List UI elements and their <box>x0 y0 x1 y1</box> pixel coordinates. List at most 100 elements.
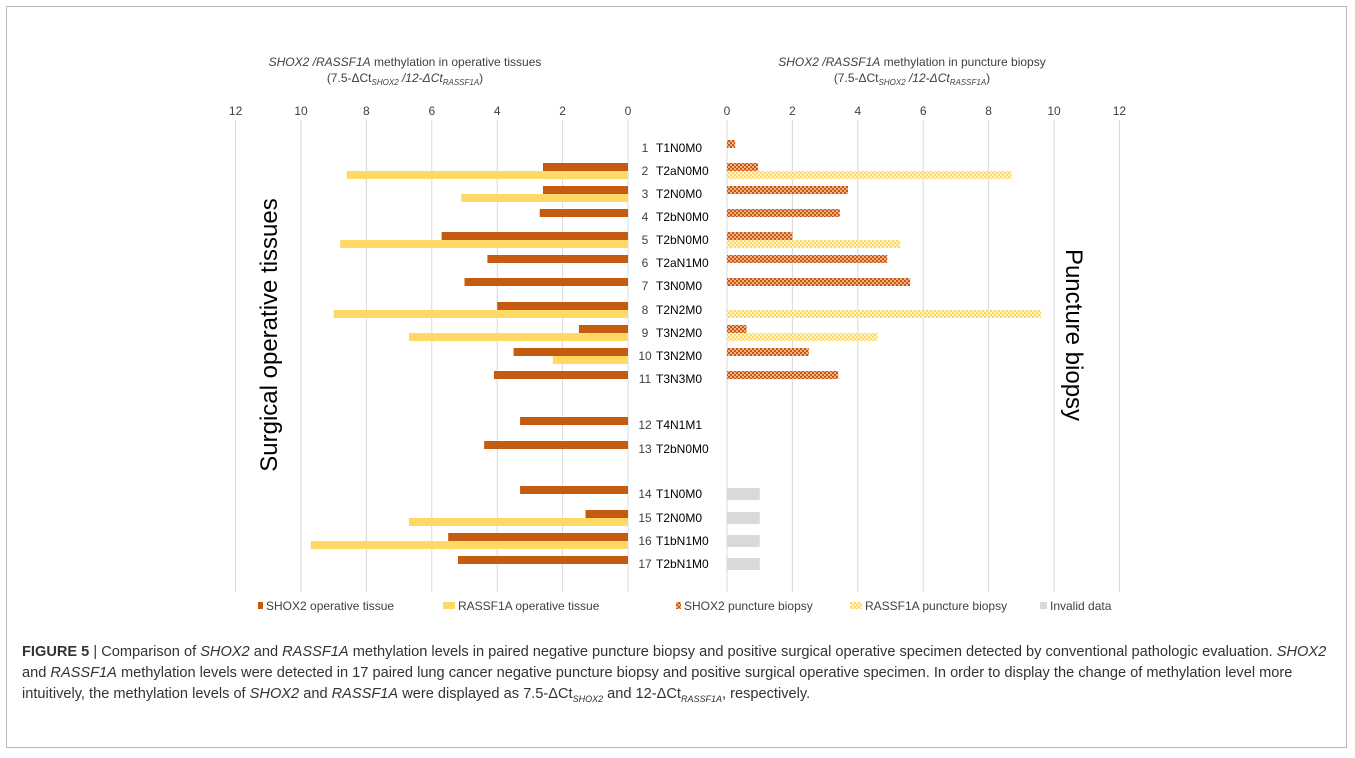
legend-label: Invalid data <box>1050 599 1112 613</box>
right-bar-shox2 <box>727 140 736 148</box>
row-stage: T2bN0M0 <box>656 210 709 224</box>
caption-text: methylation levels were detected in 17 p… <box>22 665 1293 702</box>
row-number: 3 <box>642 187 649 201</box>
caption-text: Comparison of <box>101 644 201 660</box>
right-bars <box>727 140 1041 570</box>
row-number: 10 <box>638 349 652 363</box>
left-bar-shox2 <box>520 486 628 494</box>
left-x-tick-label: 8 <box>363 104 370 118</box>
row-stage: T3N3M0 <box>656 372 702 386</box>
caption-gene: RASSF1A <box>331 686 399 702</box>
right-bar-shox2 <box>727 163 759 171</box>
row-number: 15 <box>638 511 652 525</box>
caption-text: methylation levels in paired negative pu… <box>348 644 1277 660</box>
row-number: 5 <box>642 233 649 247</box>
caption-text: , respectively. <box>722 686 811 702</box>
left-bars <box>310 163 628 564</box>
left-bar-shox2 <box>448 533 628 541</box>
left-x-tick-label: 4 <box>494 104 501 118</box>
right-bar-invalid <box>727 488 760 500</box>
right-bar-shox2 <box>727 209 840 217</box>
left-bar-shox2 <box>464 278 628 286</box>
left-bar-rassf1a <box>340 240 628 248</box>
caption-label: FIGURE 5 <box>22 644 90 660</box>
right-x-tick-labels: 0 2 4 6 8 10 12 <box>724 104 1127 118</box>
legend: SHOX2 operative tissue RASSF1A operative … <box>258 599 1112 613</box>
row-stage: T2aN0M0 <box>656 164 709 178</box>
right-bar-rassf1a <box>727 333 878 341</box>
right-bar-shox2 <box>727 325 747 333</box>
figure-chart: SHOX2 /RASSF1A methylation in operative … <box>229 55 1127 613</box>
row-stage: T2bN0M0 <box>656 233 709 247</box>
legend-swatch <box>850 602 862 609</box>
row-number: 14 <box>638 487 652 501</box>
legend-label: RASSF1A operative tissue <box>458 599 600 613</box>
row-number: 7 <box>642 279 649 293</box>
left-x-tick-labels: 12 10 8 6 4 2 0 <box>229 104 632 118</box>
left-bar-shox2 <box>493 371 628 379</box>
right-bar-rassf1a <box>727 310 1041 318</box>
row-number: 6 <box>642 256 649 270</box>
left-bar-shox2 <box>457 556 628 564</box>
row-stage: T2N0M0 <box>656 187 702 201</box>
left-chart-subtitle: (7.5-ΔCtSHOX2 /12-ΔCtRASSF1A) <box>327 71 483 87</box>
left-bar-rassf1a <box>461 194 628 202</box>
caption-gene: SHOX2 <box>200 644 250 660</box>
row-stage: T1bN1M0 <box>656 534 709 548</box>
caption-text: and <box>249 644 283 660</box>
right-x-tick-label: 2 <box>789 104 796 118</box>
row-stage: T2N0M0 <box>656 511 702 525</box>
caption-gene: RASSF1A <box>282 644 349 660</box>
figure-caption: FIGURE 5 | Comparison of SHOX2 and RASSF… <box>22 642 1332 710</box>
right-bar-shox2 <box>727 371 839 379</box>
row-stage: T3N2M0 <box>656 326 702 340</box>
row-number: 4 <box>642 210 649 224</box>
row-stage: T2bN1M0 <box>656 557 709 571</box>
row-number: 12 <box>638 418 652 432</box>
legend-swatch <box>1040 602 1047 609</box>
right-x-tick-label: 4 <box>854 104 861 118</box>
row-number: 17 <box>638 557 652 571</box>
row-stage: T1N0M0 <box>656 141 702 155</box>
row-stage: T2aN1M0 <box>656 256 709 270</box>
caption-text: and <box>22 665 51 681</box>
legend-label: SHOX2 puncture biopsy <box>684 599 813 613</box>
right-x-tick-label: 12 <box>1113 104 1127 118</box>
legend-swatch <box>443 602 455 609</box>
figure-frame <box>6 6 1347 748</box>
left-bar-shox2 <box>578 325 628 333</box>
row-number: 9 <box>642 326 649 340</box>
right-bar-shox2 <box>727 186 848 194</box>
caption-gene: SHOX2 <box>1276 644 1327 660</box>
caption-subscript: SHOX2 <box>572 693 604 704</box>
row-stage: T1N0M0 <box>656 487 702 501</box>
left-bar-rassf1a <box>408 333 628 341</box>
caption-text: were displayed as 7.5-ΔCt <box>398 686 573 702</box>
left-x-tick-label: 2 <box>559 104 566 118</box>
left-bar-shox2 <box>513 348 628 356</box>
left-side-label: Surgical operative tissues <box>256 198 283 471</box>
left-bar-rassf1a <box>552 356 628 364</box>
legend-swatch <box>676 602 681 609</box>
caption-sep: | <box>89 644 102 660</box>
right-x-tick-label: 0 <box>724 104 731 118</box>
left-x-tick-label: 6 <box>428 104 435 118</box>
row-stage: T2N2M0 <box>656 303 702 317</box>
left-bar-rassf1a <box>408 518 628 526</box>
row-number: 8 <box>642 303 649 317</box>
left-bar-shox2 <box>542 186 628 194</box>
right-chart-title: SHOX2 /RASSF1A methylation in puncture b… <box>778 55 1045 69</box>
left-bar-shox2 <box>542 163 628 171</box>
left-x-tick-label: 12 <box>229 104 243 118</box>
row-stage: T4N1M1 <box>656 418 702 432</box>
legend-swatch <box>258 602 263 609</box>
left-bar-rassf1a <box>333 310 628 318</box>
right-bar-invalid <box>727 535 760 547</box>
right-chart-subtitle: (7.5-ΔCtSHOX2 /12-ΔCtRASSF1A) <box>834 71 990 87</box>
row-number: 13 <box>638 442 652 456</box>
row-number: 16 <box>638 534 652 548</box>
left-bar-shox2 <box>484 441 628 449</box>
left-bar-rassf1a <box>310 541 628 549</box>
row-number: 2 <box>642 164 649 178</box>
